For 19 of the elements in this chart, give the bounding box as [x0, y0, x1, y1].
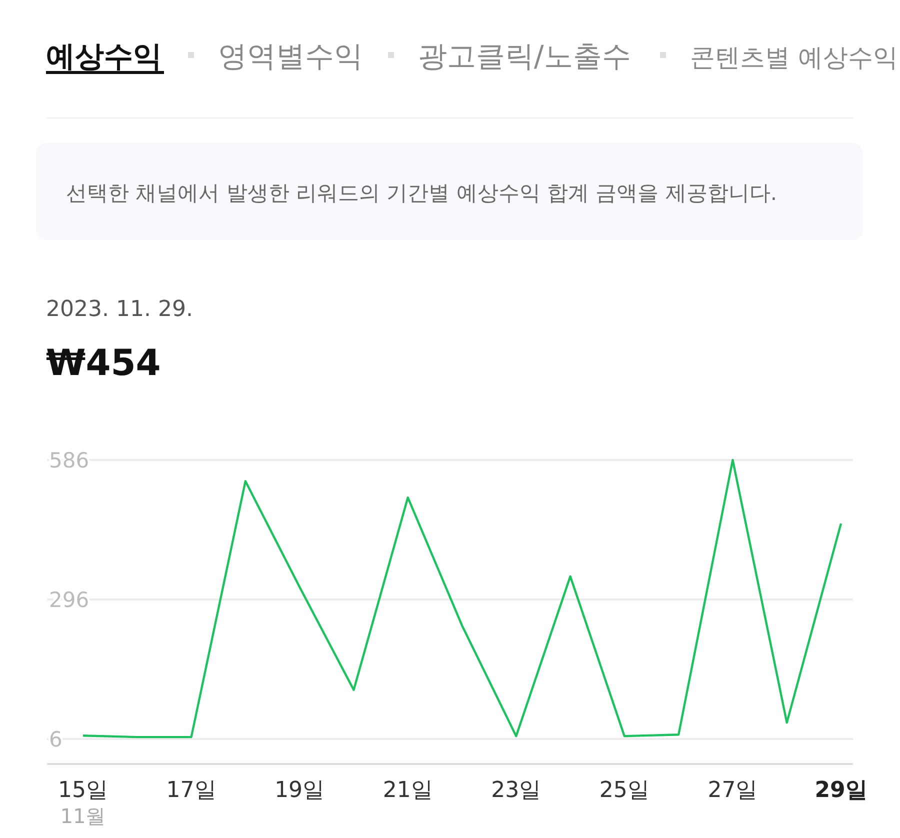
- y-tick-label: 296: [49, 588, 90, 612]
- text: 예상수익: [46, 39, 162, 73]
- text: 광고클릭/노출수: [418, 39, 631, 73]
- text: 콘텐츠별 예상수익: [690, 43, 898, 72]
- text: 11월: [60, 804, 106, 828]
- x-tick-label: 15일: [58, 778, 108, 803]
- x-tick-label: 17일: [166, 778, 216, 803]
- y-tick-label: 586: [49, 448, 90, 472]
- text: 선택한 채널에서 발생한 리워드의 기간별 예상수익 합계 금액을 제공합니다.: [66, 181, 778, 205]
- x-tick-label: 25일: [599, 778, 650, 803]
- text: 영역별수익: [218, 39, 363, 73]
- x-tick-label: 29일: [814, 778, 868, 803]
- x-tick-label: 19일: [274, 778, 325, 803]
- chart-subtitle: 2023. 11. 29.: [46, 297, 193, 322]
- chart-title: ₩454: [46, 343, 161, 384]
- y-tick-label: 6: [49, 727, 62, 752]
- x-tick-label: 23일: [491, 778, 542, 803]
- x-tick-label: 27일: [708, 778, 758, 803]
- x-tick-label: 21일: [382, 778, 433, 803]
